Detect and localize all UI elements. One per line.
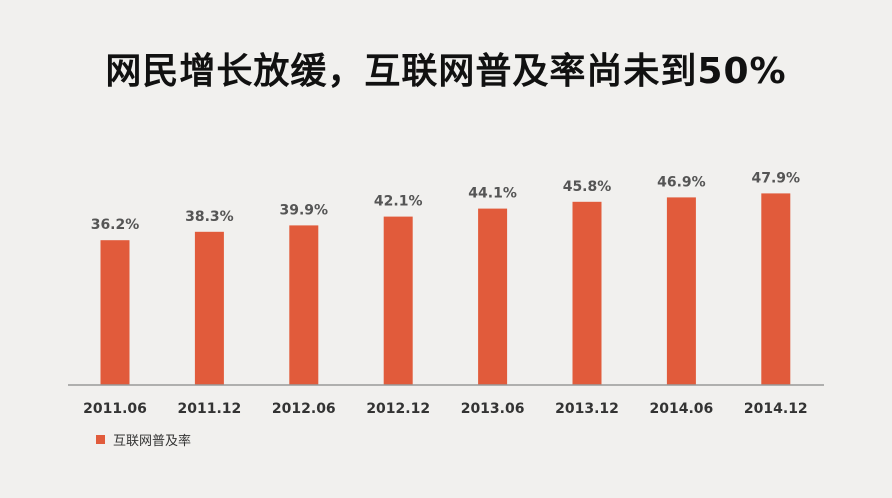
x-tick-label: 2013.12 xyxy=(555,401,619,417)
value-labels-group: 36.2% 38.3% 39.9% 42.1% 44.1% 45.8% 46.9% 47.9% xyxy=(91,170,800,233)
x-tick-label: 2014.06 xyxy=(650,401,714,417)
value-label: 42.1% xyxy=(374,194,423,210)
value-label: 39.9% xyxy=(280,202,329,218)
value-label: 44.1% xyxy=(468,186,517,202)
x-tick-label: 2013.06 xyxy=(461,401,525,417)
bar-2014.12 xyxy=(761,193,791,385)
value-label: 36.2% xyxy=(91,217,140,233)
bar-2013.06 xyxy=(478,208,508,385)
x-tick-label: 2014.12 xyxy=(744,401,808,417)
legend-label: 互联网普及率 xyxy=(113,434,192,449)
x-tick-label: 2012.06 xyxy=(272,401,336,417)
value-label: 47.9% xyxy=(752,170,801,186)
x-tick-label: 2012.12 xyxy=(366,401,430,417)
x-tick-labels-group: 2011.06 2011.12 2012.06 2012.12 2013.06 2013.… xyxy=(83,401,808,417)
bar-2011.12 xyxy=(194,231,224,385)
value-label: 38.3% xyxy=(185,209,234,225)
value-label: 45.8% xyxy=(563,179,612,195)
legend-swatch xyxy=(96,435,105,444)
bar-2014.06 xyxy=(666,197,696,385)
value-label: 46.9% xyxy=(657,174,706,190)
bar-2012.06 xyxy=(289,225,319,385)
bar-2011.06 xyxy=(100,240,130,385)
bars-group xyxy=(100,193,791,385)
bar-2012.12 xyxy=(383,216,413,385)
bar-2013.12 xyxy=(572,201,602,385)
legend: 互联网普及率 xyxy=(96,430,191,449)
x-tick-label: 2011.06 xyxy=(83,401,147,417)
page-title: 网民增长放缓，互联网普及率尚未到50% xyxy=(105,51,787,92)
x-tick-label: 2011.12 xyxy=(178,401,242,417)
